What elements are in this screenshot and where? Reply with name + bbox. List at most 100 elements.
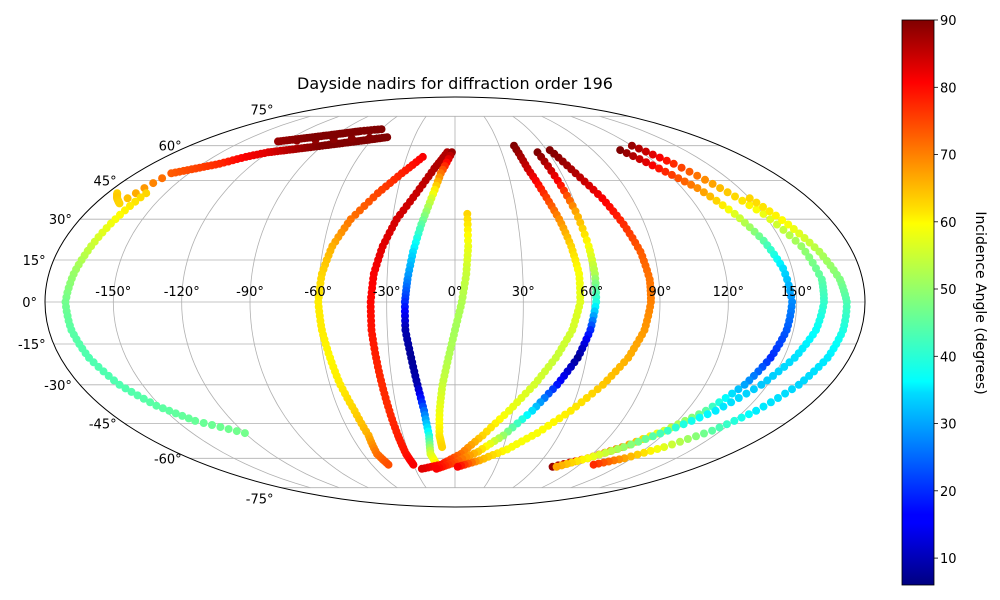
data-point bbox=[383, 133, 392, 142]
data-point bbox=[552, 462, 561, 471]
longitude-tick-label: 0° bbox=[448, 285, 463, 300]
data-point bbox=[199, 419, 208, 427]
data-point bbox=[633, 450, 642, 459]
data-point bbox=[616, 146, 625, 155]
data-point bbox=[800, 234, 809, 242]
data-point bbox=[607, 446, 616, 455]
latitude-tick-label: -75° bbox=[246, 493, 274, 508]
data-point bbox=[662, 156, 671, 165]
scatter-points bbox=[61, 125, 851, 473]
data-point bbox=[152, 401, 161, 410]
colorbar-tick-label: 10 bbox=[940, 552, 957, 567]
data-point bbox=[577, 398, 586, 407]
data-point bbox=[677, 163, 686, 172]
data-point bbox=[680, 177, 689, 186]
data-point bbox=[794, 380, 803, 389]
data-point bbox=[158, 404, 167, 413]
data-point bbox=[699, 188, 708, 197]
data-point bbox=[561, 410, 570, 419]
data-point bbox=[417, 464, 426, 473]
colorbar-tick-label: 60 bbox=[940, 216, 957, 231]
data-point bbox=[693, 171, 702, 180]
data-point bbox=[663, 426, 672, 435]
data-point bbox=[438, 443, 447, 452]
data-point bbox=[757, 380, 766, 389]
data-point bbox=[722, 420, 731, 429]
map-outline bbox=[44, 96, 866, 508]
data-point bbox=[660, 443, 669, 452]
data-point bbox=[409, 460, 418, 469]
data-point bbox=[613, 445, 622, 453]
data-point bbox=[136, 193, 145, 202]
longitude-tick-label: -120° bbox=[164, 285, 200, 300]
colorbar-tick-label: 50 bbox=[940, 283, 957, 298]
data-point bbox=[744, 410, 753, 419]
data-point bbox=[566, 406, 575, 415]
data-point bbox=[723, 188, 732, 197]
data-point bbox=[642, 158, 651, 167]
colorbar: 10 20 30 40 50 60 70 80 90 Incidence Angle (degr… bbox=[901, 14, 988, 586]
longitude-tick-labels: -150° -120° -90° -60° -30° 0° 30° 60° 90° 120° 150… bbox=[95, 285, 812, 300]
data-point bbox=[788, 385, 796, 394]
data-point bbox=[790, 353, 799, 362]
data-point bbox=[142, 189, 151, 198]
data-point bbox=[774, 367, 783, 376]
data-point bbox=[706, 192, 715, 201]
longitude-gridline bbox=[512, 115, 593, 489]
data-point bbox=[737, 413, 746, 422]
data-point bbox=[685, 167, 694, 176]
latitude-tick-label: 15° bbox=[23, 254, 46, 269]
data-point bbox=[622, 149, 631, 158]
data-point bbox=[774, 394, 782, 402]
data-point bbox=[791, 236, 800, 245]
data-point bbox=[641, 147, 650, 156]
longitude-tick-label: 30° bbox=[512, 285, 535, 300]
data-point bbox=[730, 209, 739, 218]
data-point bbox=[555, 414, 564, 423]
data-point bbox=[593, 385, 602, 394]
latitude-tick-label: -60° bbox=[154, 452, 182, 467]
data-point bbox=[667, 170, 676, 179]
latitude-tick-label: -45° bbox=[89, 417, 117, 432]
data-point bbox=[646, 446, 655, 455]
data-point bbox=[191, 416, 200, 425]
colorbar-gradient bbox=[901, 19, 935, 586]
data-point bbox=[661, 167, 670, 176]
data-point bbox=[634, 144, 643, 153]
data-point bbox=[127, 387, 136, 396]
data-point bbox=[740, 380, 749, 389]
data-point bbox=[731, 192, 739, 201]
latitude-tick-label: -30° bbox=[44, 379, 72, 394]
data-point bbox=[766, 398, 775, 407]
data-point bbox=[752, 198, 761, 207]
data-point bbox=[711, 406, 720, 415]
data-point bbox=[727, 398, 736, 407]
data-point bbox=[648, 161, 657, 170]
colorbar-tick-label: 90 bbox=[940, 14, 957, 29]
data-point bbox=[171, 409, 180, 418]
data-point bbox=[676, 437, 684, 446]
data-point bbox=[634, 437, 643, 446]
data-point bbox=[683, 435, 692, 443]
latitude-tick-label: 0° bbox=[22, 296, 37, 311]
data-point bbox=[797, 242, 806, 251]
data-point bbox=[712, 196, 721, 205]
data-point bbox=[655, 164, 663, 173]
data-point bbox=[347, 134, 356, 143]
data-point bbox=[655, 153, 664, 162]
data-point bbox=[801, 247, 810, 256]
latitude-tick-label: 60° bbox=[159, 140, 182, 155]
data-point bbox=[693, 184, 702, 193]
data-point bbox=[752, 205, 761, 214]
data-point bbox=[734, 385, 743, 394]
data-point bbox=[771, 211, 780, 220]
data-point bbox=[588, 389, 597, 398]
data-point bbox=[728, 389, 737, 398]
data-point bbox=[582, 394, 591, 402]
data-point bbox=[738, 196, 747, 205]
data-point bbox=[629, 152, 638, 161]
longitude-tick-label: 120° bbox=[713, 285, 744, 300]
data-point bbox=[627, 452, 635, 461]
data-point bbox=[795, 229, 804, 238]
